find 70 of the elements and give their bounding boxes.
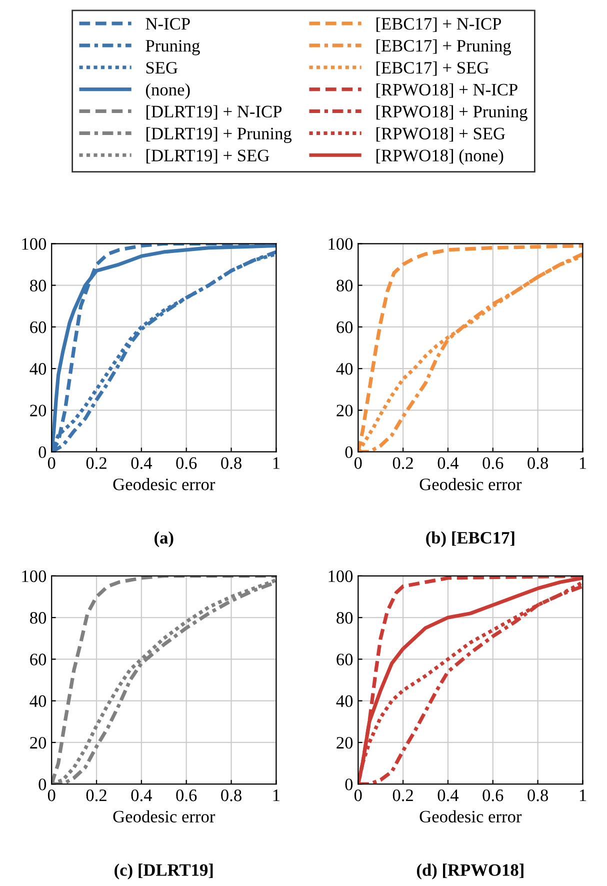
legend-label: [DLRT19] + Pruning [146,127,292,143]
y-tick-label: 0 [38,446,46,458]
legend-label: [EBC17] + Pruning [376,39,512,56]
x-tick-label: 0.2 [392,457,413,470]
y-tick-label: 0 [345,446,353,458]
y-tick-label: 20 [30,404,46,416]
text: (c) [DLRT19] [114,864,213,880]
y-tick-label: 100 [328,570,353,582]
x-tick-label: 0.4 [438,457,459,470]
x-tick-label: 0 [48,457,56,469]
x-tick-label: 0.8 [221,789,242,802]
y-tick-label: 20 [30,736,46,749]
y-tick-label: 80 [336,280,353,292]
legend-label: [EBC17] + N-ICP [376,18,502,32]
y-tick-label: 80 [336,612,353,624]
y-tick-label: 40 [336,363,353,375]
legend-label: [DLRT19] + N-ICP [146,105,282,120]
x-tick-label: 1 [273,790,280,802]
y-tick-label: 100 [328,238,353,250]
legend-label: [RPWO18] + SEG [376,127,506,142]
y-tick-label: 60 [30,654,46,666]
x-tick-label: 0.8 [528,457,548,470]
x-tick-label: 0.2 [86,789,106,802]
legend-label: N-ICP [146,18,190,30]
text: (d) [RPWO18] [416,864,524,880]
x-tick-label: 0.2 [392,789,413,802]
x-tick-label: 0.2 [86,457,106,470]
y-tick-label: 20 [336,404,353,416]
legend-label: [RPWO18] + N-ICP [376,83,518,98]
y-tick-label: 40 [30,695,46,708]
x-tick-label: 0.6 [176,789,197,802]
legend-label: [RPWO18] + Pruning [376,105,528,122]
y-tick-label: 20 [336,736,353,749]
y-tick-label: 80 [30,280,46,292]
y-tick-label: 40 [30,363,46,375]
legend-label: [DLRT19] + SEG [146,149,270,164]
y-tick-label: 60 [336,321,353,334]
x-tick-label: 0.8 [221,457,242,470]
y-tick-label: 100 [22,570,46,582]
legend-label: SEG [146,62,178,74]
legend-label: Pruning [146,40,200,56]
x-tick-label: 0.4 [131,457,152,470]
x-tick-label: 0 [48,789,56,802]
x-tick-label: 0.6 [482,457,504,470]
y-tick-label: 0 [38,778,46,790]
x-tick-label: 0.4 [438,789,459,802]
legend-label: [EBC17] + SEG [376,61,489,76]
x-axis-title: Geodesic error [113,810,216,822]
y-tick-label: 60 [30,321,46,334]
x-tick-label: 0.8 [528,789,548,802]
text: (b) [EBC17] [426,531,514,548]
y-tick-label: 60 [336,654,353,666]
x-tick-label: 0.6 [176,457,197,470]
y-tick-label: 0 [345,778,353,790]
x-axis-title: Geodesic error [113,478,216,490]
x-tick-label: 0.6 [482,789,504,802]
x-tick-label: 0 [354,457,362,469]
legend-label: [RPWO18] (none) [376,149,504,165]
y-tick-label: 40 [336,695,353,708]
x-tick-label: 1 [580,790,586,802]
x-tick-label: 0 [354,789,362,802]
x-axis-title: Geodesic error [420,810,522,822]
x-axis-title: Geodesic error [420,478,522,490]
x-tick-label: 0.4 [131,789,152,802]
x-tick-label: 1 [273,457,280,469]
x-tick-label: 1 [580,457,586,469]
text: (a) [154,531,174,548]
legend-label: (none) [146,83,190,100]
y-tick-label: 100 [22,238,46,250]
y-tick-label: 80 [30,612,46,624]
